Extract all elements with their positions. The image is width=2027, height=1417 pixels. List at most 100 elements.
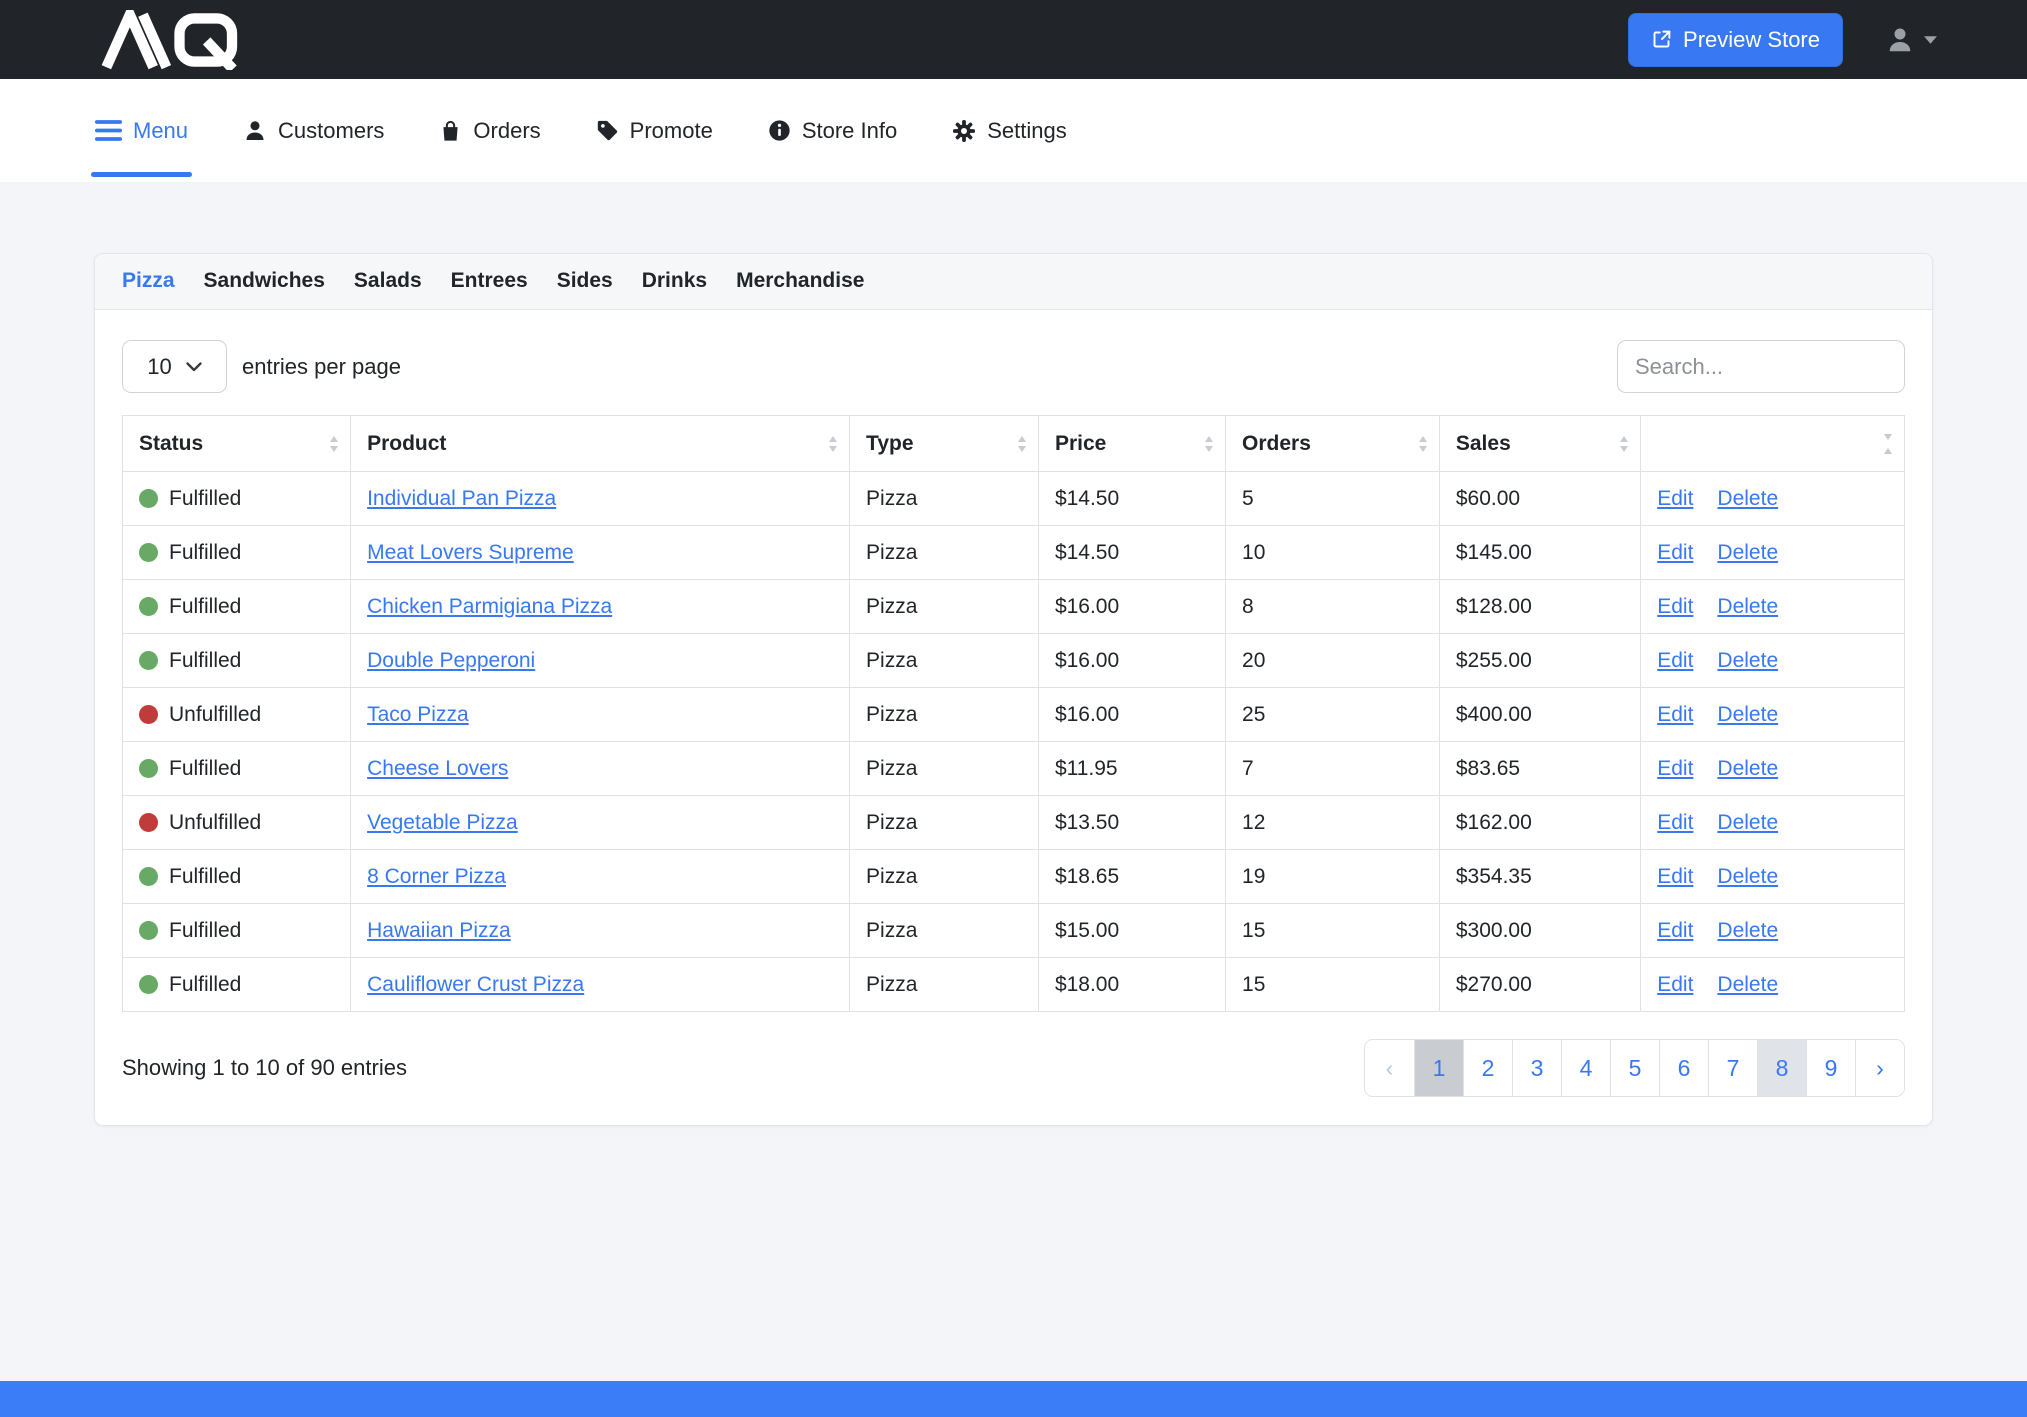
edit-link[interactable]: Edit — [1657, 864, 1694, 888]
status-cell: Unfulfilled — [121, 795, 352, 850]
external-link-icon — [1653, 30, 1671, 48]
column-header-type[interactable]: Type — [849, 415, 1039, 472]
nav-item-customers[interactable]: Customers — [243, 79, 384, 182]
delete-link[interactable]: Delete — [1717, 540, 1779, 564]
edit-link[interactable]: Edit — [1657, 972, 1694, 996]
prev-page-button[interactable]: ‹ — [1365, 1040, 1414, 1096]
status-cell: Fulfilled — [121, 957, 352, 1012]
preview-store-button[interactable]: Preview Store — [1628, 12, 1843, 67]
delete-link[interactable]: Delete — [1717, 486, 1779, 510]
edit-link[interactable]: Edit — [1657, 702, 1694, 726]
column-header-actions[interactable] — [1640, 415, 1905, 472]
nav-item-menu[interactable]: Menu — [90, 79, 193, 182]
edit-link[interactable]: Edit — [1657, 756, 1694, 780]
delete-link[interactable]: Delete — [1717, 864, 1779, 888]
column-header-product[interactable]: Product — [350, 415, 851, 472]
nav-item-settings[interactable]: Settings — [952, 79, 1067, 182]
page-button-1[interactable]: 1 — [1414, 1040, 1463, 1096]
nav-item-promote[interactable]: Promote — [596, 79, 713, 182]
product-link[interactable]: Cheese Lovers — [367, 756, 509, 780]
delete-link[interactable]: Delete — [1717, 972, 1779, 996]
product-cell: Meat Lovers Supreme — [350, 525, 851, 580]
type-cell: Pizza — [849, 741, 1039, 796]
product-link[interactable]: 8 Corner Pizza — [367, 864, 506, 888]
status-cell: Fulfilled — [121, 903, 352, 958]
status-cell: Fulfilled — [121, 741, 352, 796]
product-link[interactable]: Cauliflower Crust Pizza — [367, 972, 585, 996]
column-header-price[interactable]: Price — [1037, 415, 1227, 472]
product-link[interactable]: Taco Pizza — [367, 702, 469, 726]
status-label: Fulfilled — [169, 972, 242, 996]
status-cell: Fulfilled — [121, 849, 352, 904]
page-button-8[interactable]: 8 — [1757, 1040, 1806, 1096]
type-cell: Pizza — [849, 849, 1039, 904]
product-cell: Double Pepperoni — [350, 633, 851, 688]
edit-link[interactable]: Edit — [1657, 540, 1694, 564]
sales-cell: $83.65 — [1438, 741, 1642, 796]
tab-merchandise[interactable]: Merchandise — [736, 269, 865, 292]
delete-link[interactable]: Delete — [1717, 648, 1779, 672]
tab-salads[interactable]: Salads — [353, 269, 422, 292]
info-icon — [769, 120, 790, 141]
table-row: Fulfilled 8 Corner Pizza Pizza $18.65 19 $354… — [121, 849, 1905, 904]
pagination: ‹ 1 2 3 4 5 6 7 8 9 › — [1364, 1039, 1905, 1097]
page-button-6[interactable]: 6 — [1659, 1040, 1708, 1096]
column-header-status[interactable]: Status — [121, 415, 352, 472]
tab-drinks[interactable]: Drinks — [641, 269, 708, 292]
preview-store-label: Preview Store — [1683, 26, 1820, 52]
edit-link[interactable]: Edit — [1657, 810, 1694, 834]
user-menu[interactable] — [1885, 25, 1937, 55]
entries-per-page-value: 10 — [147, 353, 172, 379]
page-button-9[interactable]: 9 — [1806, 1040, 1855, 1096]
product-link[interactable]: Meat Lovers Supreme — [367, 540, 574, 564]
nav-item-store-info[interactable]: Store Info — [768, 79, 897, 182]
page-button-3[interactable]: 3 — [1512, 1040, 1561, 1096]
search-input[interactable] — [1617, 340, 1905, 393]
tab-pizza[interactable]: Pizza — [122, 269, 175, 292]
edit-link[interactable]: Edit — [1657, 918, 1694, 942]
status-dot — [139, 542, 158, 562]
delete-link[interactable]: Delete — [1717, 702, 1779, 726]
product-cell: Cheese Lovers — [350, 741, 851, 796]
table-row: Fulfilled Chicken Parmigiana Pizza Pizza $1… — [121, 579, 1905, 634]
page-button-5[interactable]: 5 — [1610, 1040, 1659, 1096]
page-button-4[interactable]: 4 — [1561, 1040, 1610, 1096]
table-row: Unfulfilled Vegetable Pizza Pizza $13.50 12 $… — [121, 795, 1905, 850]
page-button-7[interactable]: 7 — [1708, 1040, 1757, 1096]
actions-cell: Edit Delete — [1640, 741, 1905, 796]
delete-link[interactable]: Delete — [1717, 756, 1779, 780]
next-page-button[interactable]: › — [1855, 1040, 1904, 1096]
column-header-sales[interactable]: Sales — [1438, 415, 1642, 472]
orders-cell: 15 — [1225, 957, 1440, 1012]
tab-entrees[interactable]: Entrees — [450, 269, 528, 292]
edit-link[interactable]: Edit — [1657, 594, 1694, 618]
table-row: Fulfilled Individual Pan Pizza Pizza $14.50… — [121, 471, 1905, 526]
delete-link[interactable]: Delete — [1717, 810, 1779, 834]
nav-label-orders: Orders — [473, 117, 541, 143]
edit-link[interactable]: Edit — [1657, 648, 1694, 672]
product-link[interactable]: Vegetable Pizza — [367, 810, 518, 834]
tab-sides[interactable]: Sides — [556, 269, 613, 292]
product-link[interactable]: Individual Pan Pizza — [367, 486, 557, 510]
edit-link[interactable]: Edit — [1657, 486, 1694, 510]
nav-item-orders[interactable]: Orders — [439, 79, 541, 182]
product-link[interactable]: Double Pepperoni — [367, 648, 536, 672]
page-button-2[interactable]: 2 — [1463, 1040, 1512, 1096]
nav-label-settings: Settings — [987, 117, 1067, 143]
delete-link[interactable]: Delete — [1717, 918, 1779, 942]
sort-icon — [1417, 434, 1429, 454]
brand-logo[interactable] — [90, 9, 254, 70]
card-footer: Showing 1 to 10 of 90 entries ‹ 1 2 3 4 5 6 7 8 9… — [95, 1012, 1932, 1125]
product-link[interactable]: Hawaiian Pizza — [367, 918, 511, 942]
tab-sandwiches[interactable]: Sandwiches — [203, 269, 325, 292]
status-cell: Fulfilled — [121, 471, 352, 526]
table-row: Fulfilled Meat Lovers Supreme Pizza $14.50 1… — [121, 525, 1905, 580]
main-navigation: Menu Customers Orders Promote Store Info — [0, 79, 2027, 182]
status-dot — [139, 650, 158, 670]
product-link[interactable]: Chicken Parmigiana Pizza — [367, 594, 613, 618]
product-cell: Cauliflower Crust Pizza — [350, 957, 851, 1012]
entries-per-page-select[interactable]: 10 — [122, 340, 227, 393]
column-header-orders[interactable]: Orders — [1225, 415, 1440, 472]
delete-link[interactable]: Delete — [1717, 594, 1779, 618]
sort-icon — [1203, 434, 1215, 454]
